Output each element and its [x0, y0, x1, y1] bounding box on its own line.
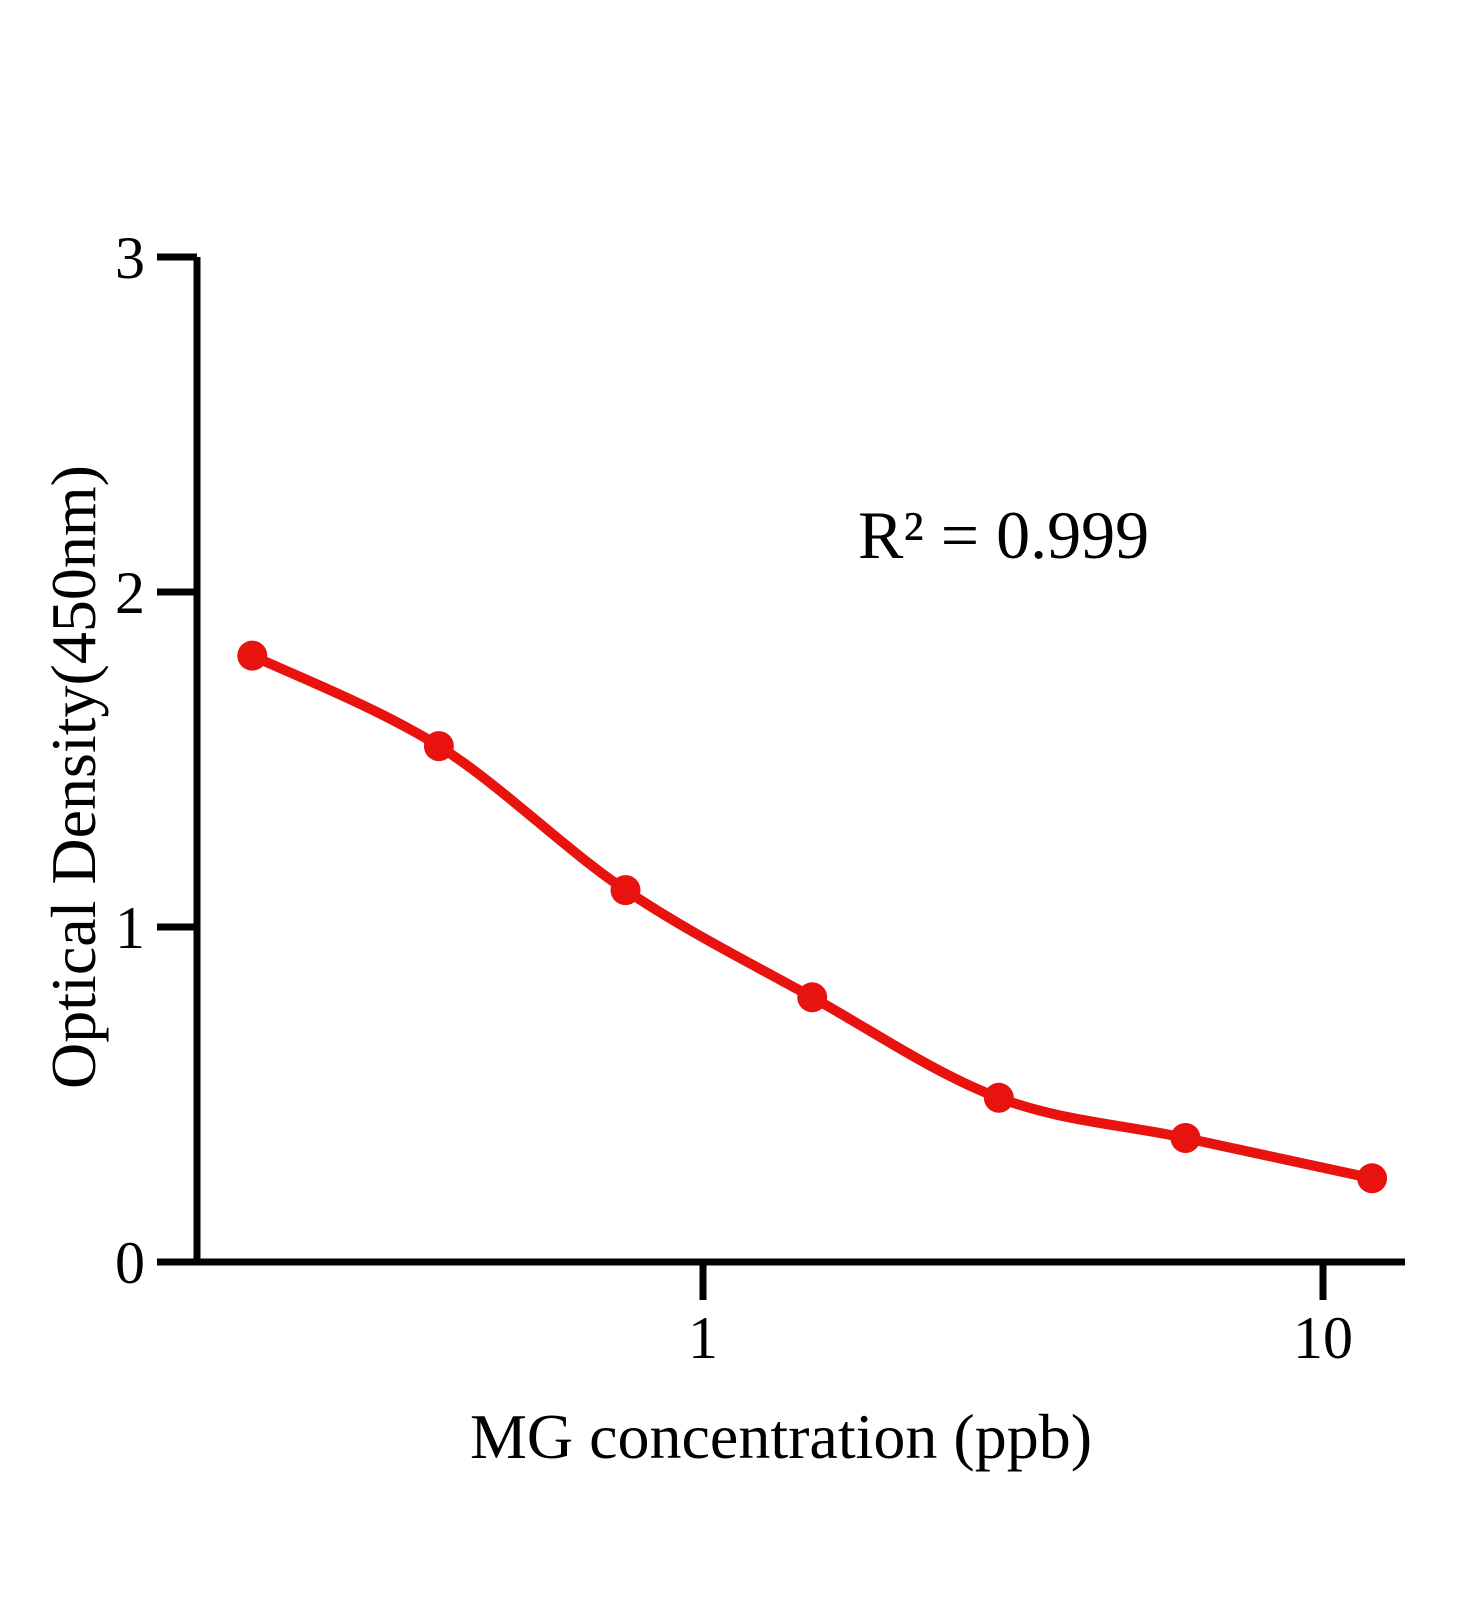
data-point [423, 731, 454, 762]
y-tick-label: 0 [115, 1230, 145, 1296]
x-tick-label: 10 [1293, 1305, 1353, 1371]
y-axis-ticks: 0 1 2 3 [115, 225, 197, 1296]
y-tick-label: 3 [115, 225, 145, 291]
data-point [797, 982, 828, 1013]
data-point [610, 875, 641, 906]
data-point [1357, 1163, 1388, 1194]
x-axis-ticks: 1 10 [688, 1262, 1353, 1371]
data-points [237, 640, 1388, 1194]
axes [157, 257, 1405, 1266]
x-axis-label: MG concentration (ppb) [470, 1401, 1092, 1472]
y-axis-label: Optical Density(450nm) [38, 465, 109, 1089]
data-point [983, 1082, 1014, 1113]
x-tick-label: 1 [688, 1305, 718, 1371]
r-squared-annotation: R² = 0.999 [858, 497, 1149, 573]
data-point [237, 640, 268, 671]
standard-curve-line [247, 650, 1378, 1184]
y-tick-label: 2 [115, 560, 145, 626]
y-tick-label: 1 [115, 895, 145, 961]
series-mg-standard [237, 640, 1388, 1194]
data-point [1170, 1123, 1201, 1153]
